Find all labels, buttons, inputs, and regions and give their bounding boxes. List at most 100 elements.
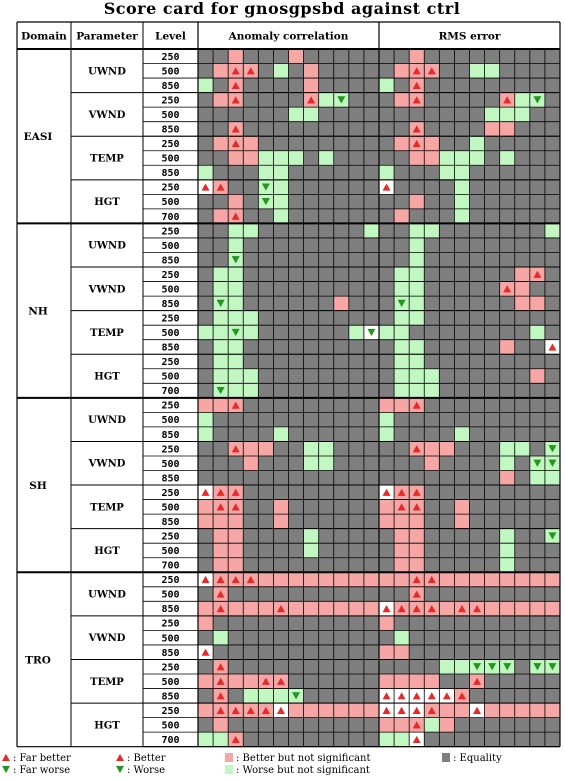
cell-easi-uwnd-250-anomaly-11 (348, 49, 364, 64)
better-marker-icon (201, 488, 210, 496)
cell-tro-uwnd-250-rms-8 (484, 572, 500, 587)
cell-nh-uwnd-500-anomaly-1 (198, 237, 214, 253)
cell-sh-temp-500-rms-5 (439, 499, 455, 515)
cell-nh-temp-850-anomaly-2 (213, 339, 229, 355)
cell-sh-temp-850-anomaly-2 (213, 514, 229, 529)
cell-nh-temp-850-rms-9 (499, 339, 515, 355)
cell-nh-vwnd-250-anomaly-6 (273, 267, 289, 282)
cell-sh-hgt-500-rms-9 (499, 543, 515, 558)
header-anomaly-correlation: Anomaly correlation (228, 31, 349, 43)
cell-sh-temp-500-anomaly-9 (318, 499, 334, 515)
cell-easi-uwnd-250-anomaly-3 (228, 49, 244, 64)
cell-nh-uwnd-250-anomaly-5 (258, 223, 274, 238)
cell-easi-uwnd-250-anomaly-7 (288, 49, 304, 64)
cell-nh-vwnd-500-rms-11 (529, 281, 545, 297)
cell-sh-uwnd-500-rms-9 (499, 412, 515, 427)
cell-sh-temp-500-anomaly-1 (198, 499, 214, 515)
cell-nh-uwnd-500-rms-11 (529, 237, 545, 253)
cell-nh-uwnd-500-rms-1 (379, 237, 395, 253)
cell-easi-vwnd-500-rms-12 (544, 107, 560, 122)
cell-sh-temp-850-anomaly-4 (243, 514, 259, 529)
cell-tro-temp-250-anomaly-9 (318, 659, 334, 675)
cell-tro-temp-500-anomaly-8 (303, 674, 319, 689)
cell-easi-temp-500-anomaly-12 (363, 150, 379, 166)
level-label: 250 (161, 619, 179, 630)
cell-sh-hgt-700-rms-9 (499, 557, 515, 573)
cell-nh-uwnd-250-anomaly-3 (228, 223, 244, 238)
cell-easi-hgt-250-rms-12 (544, 179, 560, 195)
cell-tro-temp-250-anomaly-10 (333, 659, 349, 675)
cell-easi-vwnd-850-anomaly-4 (243, 121, 259, 137)
cell-nh-temp-500-rms-11 (529, 325, 545, 340)
level-label: 850 (161, 648, 179, 659)
cell-nh-uwnd-250-anomaly-9 (318, 223, 334, 238)
cell-tro-temp-250-anomaly-7 (288, 659, 304, 675)
cell-sh-uwnd-500-rms-6 (454, 412, 470, 427)
cell-sh-uwnd-250-rms-9 (499, 397, 515, 413)
cell-easi-temp-500-rms-2 (394, 150, 410, 166)
cell-nh-hgt-500-anomaly-7 (288, 368, 304, 384)
legend-item-worse: : Worse (116, 765, 165, 776)
cell-nh-temp-250-rms-5 (439, 310, 455, 326)
cell-nh-temp-250-rms-11 (529, 310, 545, 326)
cell-tro-vwnd-250-anomaly-6 (273, 615, 289, 631)
better-marker-icon (412, 96, 421, 104)
better-marker-icon (231, 488, 240, 496)
cell-nh-vwnd-500-anomaly-12 (363, 281, 379, 297)
cell-sh-uwnd-850-rms-8 (484, 426, 500, 442)
cell-nh-temp-500-rms-6 (454, 325, 470, 340)
worse-marker-icon (116, 765, 124, 774)
cell-tro-uwnd-850-anomaly-3 (228, 601, 244, 616)
cell-sh-vwnd-500-anomaly-2 (213, 455, 229, 471)
cell-sh-hgt-500-anomaly-7 (288, 543, 304, 558)
cell-nh-vwnd-850-anomaly-1 (198, 296, 214, 311)
better-marker-icon (533, 270, 542, 278)
cell-sh-hgt-700-rms-10 (514, 557, 530, 573)
cell-easi-hgt-250-anomaly-4 (243, 179, 259, 195)
cell-tro-hgt-700-rms-5 (439, 732, 455, 747)
cell-nh-hgt-250-rms-7 (469, 354, 485, 369)
cell-sh-uwnd-850-rms-3 (409, 426, 425, 442)
cell-easi-uwnd-250-rms-9 (499, 49, 515, 64)
cell-tro-temp-250-anomaly-3 (228, 659, 244, 675)
cell-sh-uwnd-250-anomaly-10 (333, 397, 349, 413)
cell-sh-temp-850-rms-12 (544, 514, 560, 529)
cell-easi-hgt-500-rms-8 (484, 194, 500, 209)
cell-tro-uwnd-500-anomaly-1 (198, 586, 214, 602)
cell-tro-temp-850-rms-8 (484, 688, 500, 704)
cell-easi-vwnd-850-anomaly-1 (198, 121, 214, 137)
cell-sh-vwnd-850-anomaly-5 (258, 470, 274, 486)
cell-tro-hgt-500-anomaly-10 (333, 717, 349, 733)
cell-nh-temp-250-anomaly-7 (288, 310, 304, 326)
cell-easi-temp-500-rms-1 (379, 150, 395, 166)
worse-marker-icon (548, 663, 557, 671)
better-marker-icon (442, 692, 451, 700)
better-marker-icon (201, 183, 210, 191)
worse-marker-icon (261, 198, 270, 206)
cell-easi-vwnd-500-rms-9 (499, 107, 515, 122)
cell-tro-temp-500-anomaly-9 (318, 674, 334, 689)
cell-easi-vwnd-500-anomaly-4 (243, 107, 259, 122)
cell-easi-temp-850-anomaly-6 (273, 165, 289, 180)
cell-easi-temp-850-anomaly-12 (363, 165, 379, 180)
better-marker-icon (231, 735, 240, 744)
cell-nh-vwnd-250-rms-5 (439, 267, 455, 282)
cell-tro-hgt-250-anomaly-11 (348, 703, 364, 718)
cell-easi-hgt-250-anomaly-8 (303, 179, 319, 195)
cell-sh-uwnd-500-anomaly-4 (243, 412, 259, 427)
cell-tro-vwnd-250-rms-6 (454, 615, 470, 631)
cell-sh-hgt-700-rms-11 (529, 557, 545, 573)
cell-sh-uwnd-500-anomaly-8 (303, 412, 319, 427)
cell-sh-hgt-500-rms-3 (409, 543, 425, 558)
cell-easi-uwnd-500-rms-6 (454, 63, 470, 79)
better-marker-icon (216, 706, 225, 714)
cell-nh-uwnd-850-rms-12 (544, 252, 560, 268)
cell-sh-uwnd-850-anomaly-10 (333, 426, 349, 442)
cell-sh-temp-500-rms-9 (499, 499, 515, 515)
cell-easi-temp-250-rms-4 (424, 136, 440, 151)
cell-tro-vwnd-850-rms-10 (514, 644, 530, 660)
cell-nh-hgt-500-anomaly-11 (348, 368, 364, 384)
cell-easi-hgt-500-anomaly-7 (288, 194, 304, 209)
cell-easi-hgt-700-rms-12 (544, 208, 560, 224)
